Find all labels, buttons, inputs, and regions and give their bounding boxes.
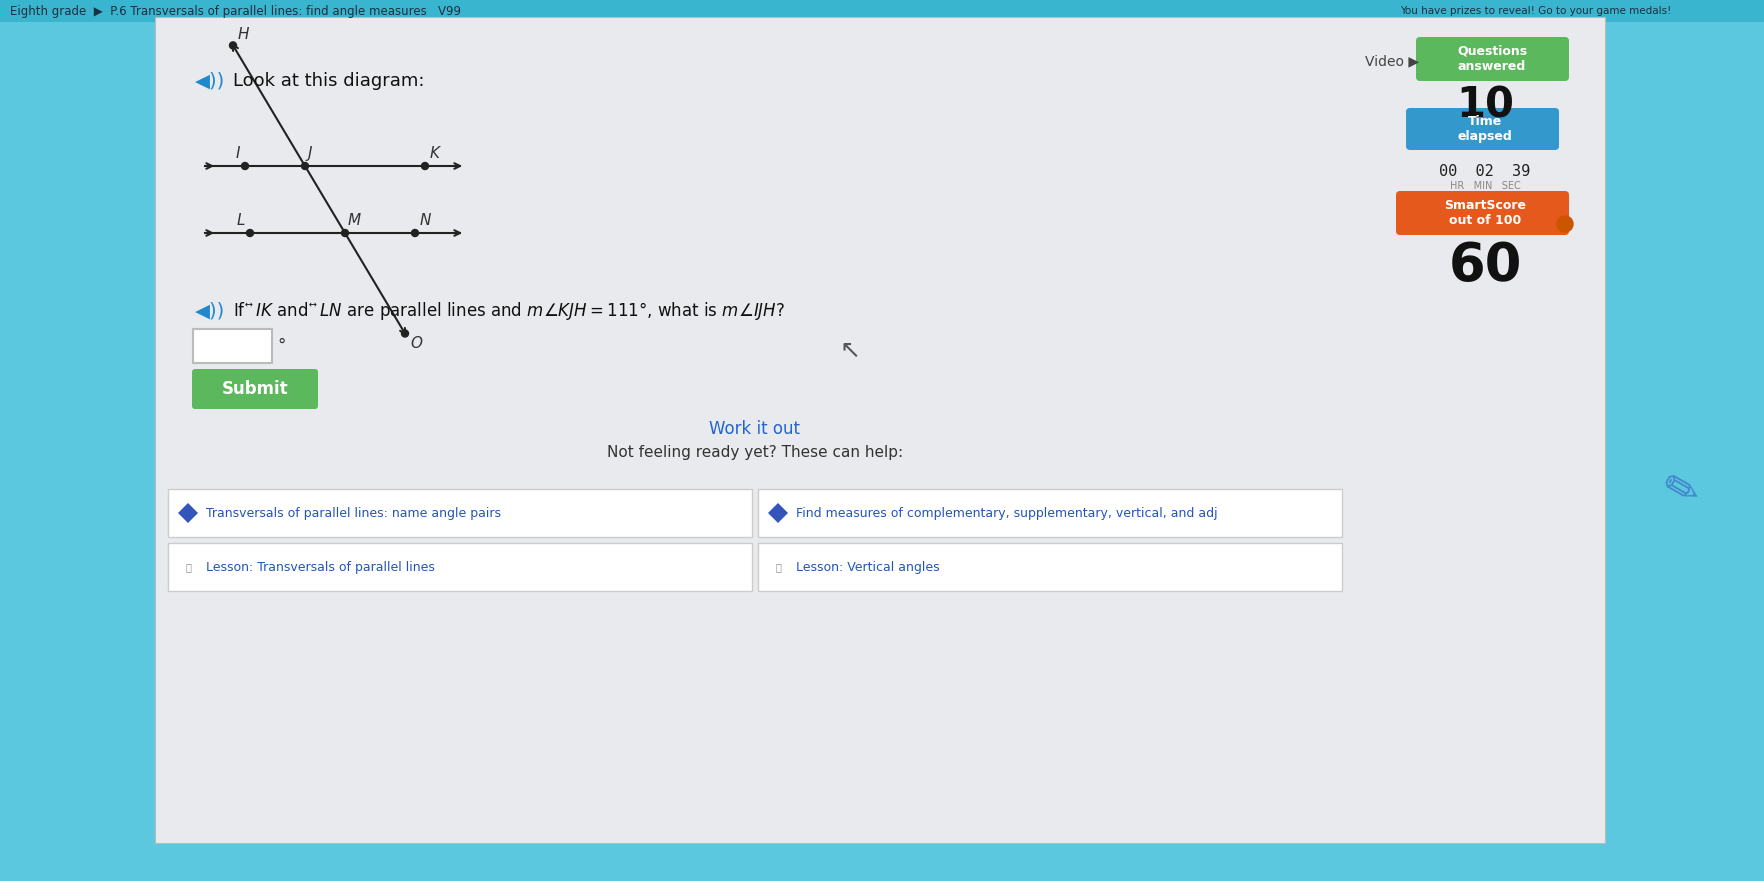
Text: O: O [409, 336, 422, 351]
FancyBboxPatch shape [1415, 37, 1568, 81]
Text: 00  02  39: 00 02 39 [1439, 164, 1529, 179]
Text: Lesson: Transversals of parallel lines: Lesson: Transversals of parallel lines [206, 560, 434, 574]
Text: ⬛: ⬛ [185, 562, 191, 572]
Polygon shape [767, 503, 787, 523]
Text: You have prizes to reveal! Go to your game medals!: You have prizes to reveal! Go to your ga… [1399, 6, 1671, 16]
Text: ⬛: ⬛ [774, 562, 780, 572]
Text: 60: 60 [1448, 240, 1521, 292]
FancyBboxPatch shape [757, 489, 1341, 537]
FancyBboxPatch shape [1395, 191, 1568, 235]
FancyBboxPatch shape [168, 489, 751, 537]
FancyBboxPatch shape [1406, 108, 1558, 150]
Text: Lesson: Vertical angles: Lesson: Vertical angles [796, 560, 938, 574]
Text: J: J [309, 146, 312, 161]
Text: °: ° [277, 337, 286, 355]
Circle shape [422, 162, 429, 169]
Text: Video ▶: Video ▶ [1364, 54, 1418, 68]
FancyBboxPatch shape [192, 369, 318, 409]
Circle shape [229, 42, 236, 49]
Text: L: L [236, 213, 245, 228]
FancyBboxPatch shape [192, 329, 272, 363]
Text: Not feeling ready yet? These can help:: Not feeling ready yet? These can help: [607, 446, 903, 461]
Text: Time
elapsed: Time elapsed [1457, 115, 1512, 143]
Text: Look at this diagram:: Look at this diagram: [233, 72, 425, 90]
Text: ◀)): ◀)) [194, 301, 226, 321]
FancyBboxPatch shape [168, 543, 751, 591]
Circle shape [247, 229, 254, 236]
Text: If $\overleftrightarrow{IK}$ and $\overleftrightarrow{LN}$ are parallel lines an: If $\overleftrightarrow{IK}$ and $\overl… [233, 300, 785, 322]
Text: ✏: ✏ [1653, 463, 1706, 519]
Text: Find measures of complementary, supplementary, vertical, and adj: Find measures of complementary, suppleme… [796, 507, 1217, 520]
Text: Questions
answered: Questions answered [1455, 45, 1526, 73]
Text: N: N [420, 213, 430, 228]
Text: SmartScore
out of 100: SmartScore out of 100 [1443, 199, 1526, 227]
Circle shape [302, 162, 309, 169]
FancyBboxPatch shape [757, 543, 1341, 591]
Circle shape [400, 330, 407, 337]
Polygon shape [178, 503, 198, 523]
Text: M: M [348, 213, 362, 228]
Text: HR   MIN   SEC: HR MIN SEC [1448, 181, 1519, 191]
Text: I: I [235, 146, 240, 161]
Text: Submit: Submit [222, 380, 288, 398]
Circle shape [340, 229, 348, 236]
FancyBboxPatch shape [0, 0, 1764, 22]
Circle shape [242, 162, 249, 169]
Text: Work it out: Work it out [709, 420, 801, 438]
Text: K: K [430, 146, 439, 161]
Circle shape [411, 229, 418, 236]
Text: i: i [1563, 219, 1566, 229]
Text: 10: 10 [1455, 85, 1514, 127]
Circle shape [1556, 216, 1572, 232]
Text: ↖: ↖ [840, 339, 861, 363]
Text: Transversals of parallel lines: name angle pairs: Transversals of parallel lines: name ang… [206, 507, 501, 520]
Text: ◀)): ◀)) [194, 71, 226, 91]
Text: Eighth grade  ▶  P.6 Transversals of parallel lines: find angle measures   V99: Eighth grade ▶ P.6 Transversals of paral… [11, 4, 460, 18]
Text: H: H [238, 27, 249, 42]
FancyBboxPatch shape [155, 17, 1603, 843]
